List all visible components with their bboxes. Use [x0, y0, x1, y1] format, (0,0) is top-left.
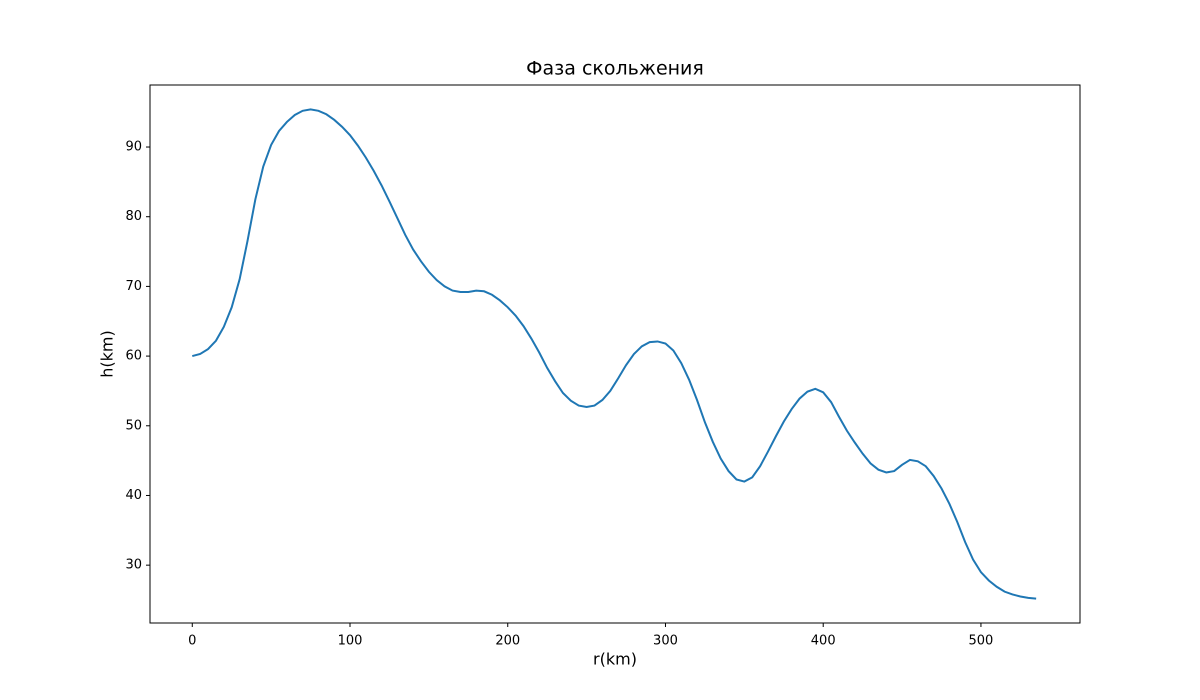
y-tick-label: 40	[125, 488, 142, 503]
x-axis-label: r(km)	[593, 650, 637, 669]
plot-frame	[149, 84, 1081, 624]
y-tick-label: 60	[125, 349, 142, 364]
y-tick-label: 50	[125, 418, 142, 433]
x-tick-label: 400	[811, 634, 836, 649]
y-tick-label: 80	[125, 209, 142, 224]
y-tick-label: 90	[125, 140, 142, 155]
x-tick-label: 0	[188, 634, 196, 649]
x-tick-label: 500	[969, 634, 994, 649]
y-tick-label: 30	[125, 558, 142, 573]
x-tick-label: 300	[653, 634, 678, 649]
line-series	[192, 108, 1037, 600]
chart-title: Фаза скольжения	[526, 58, 704, 80]
x-tick-label: 100	[338, 634, 363, 649]
x-tick-label: 200	[495, 634, 520, 649]
y-axis-label: h(km)	[98, 330, 117, 377]
y-tick-label: 70	[125, 279, 142, 294]
